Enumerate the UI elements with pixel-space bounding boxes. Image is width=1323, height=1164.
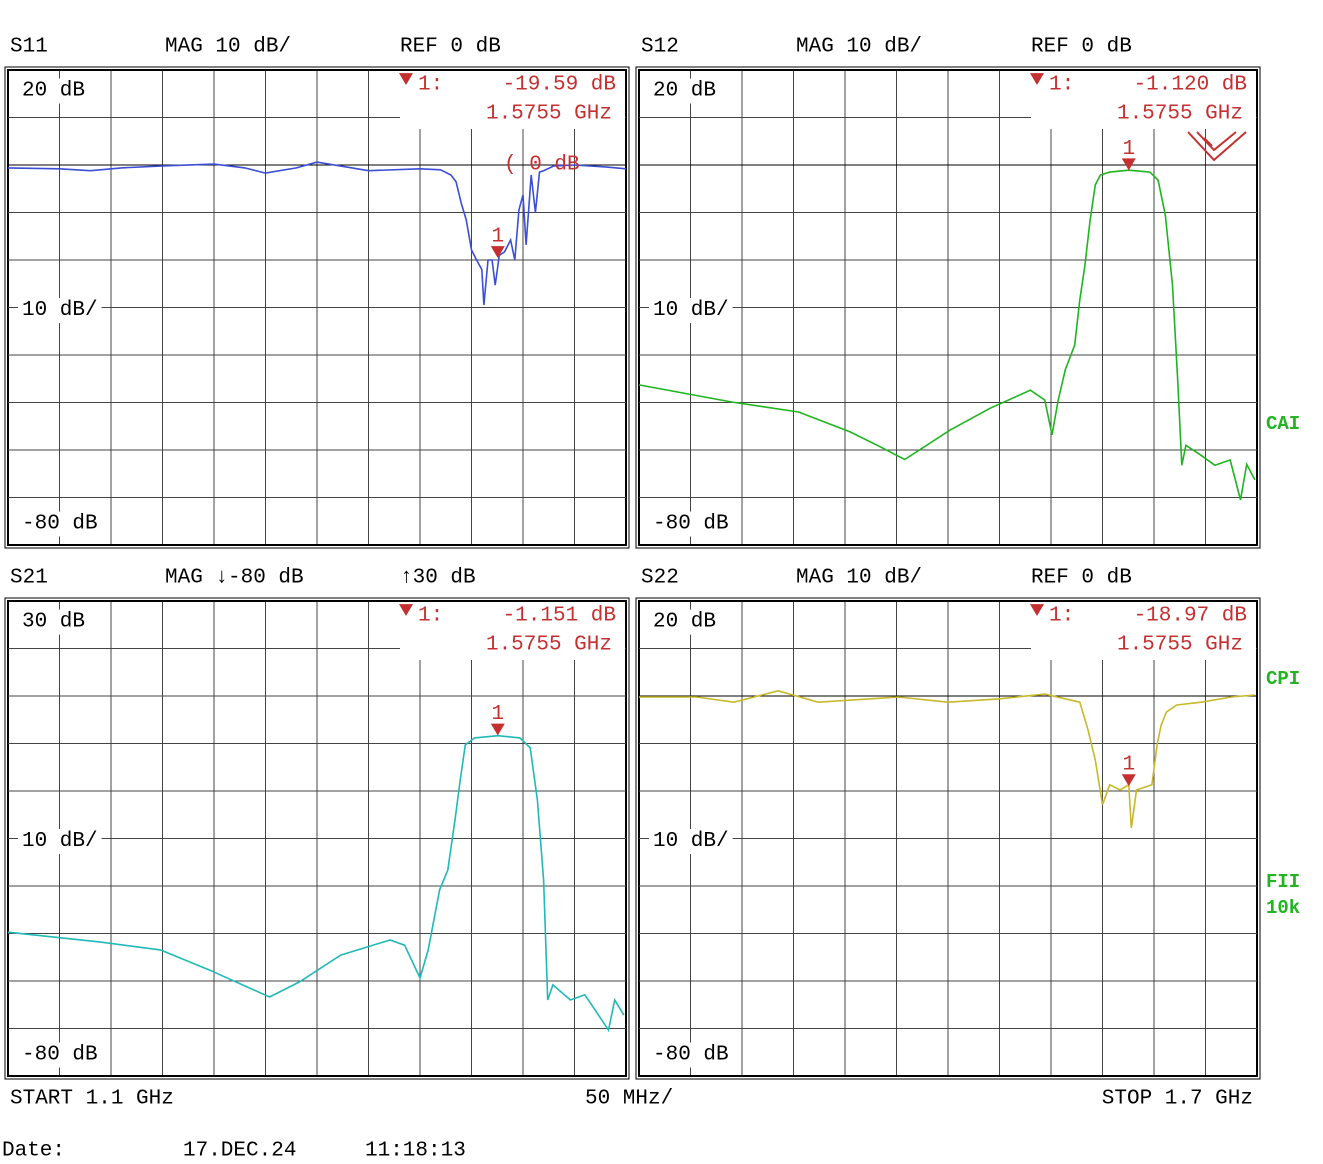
readout-frequency: 1.5755 GHz <box>1117 634 1243 657</box>
stop-label: STOP 1.7 GHz <box>1102 1088 1253 1111</box>
reference-label: REF 0 dB <box>400 36 501 59</box>
y-tick-label: 20 dB <box>653 611 716 634</box>
format-label: MAG 10 dB/ <box>165 36 291 59</box>
start-label: START 1.1 GHz <box>10 1088 174 1111</box>
readout-marker-symbol <box>1030 73 1044 85</box>
label-background <box>649 78 721 104</box>
readout-value: -18.97 dB <box>1134 605 1247 628</box>
y-tick-label: -80 dB <box>653 513 729 536</box>
y-tick-label: -80 dB <box>22 1044 98 1067</box>
readout-marker-symbol <box>399 73 413 85</box>
marker-id: 1 <box>1122 754 1135 777</box>
readout-value: -1.120 dB <box>1134 74 1247 97</box>
marker-id: 1 <box>491 226 504 249</box>
label-background <box>18 609 90 635</box>
readout-background <box>1031 71 1256 129</box>
trace-title: S22 <box>641 567 679 590</box>
readout-value: -19.59 dB <box>503 74 616 97</box>
readout-label: 1: <box>418 74 443 97</box>
panel-frame-outer <box>635 66 1261 549</box>
readout-label: 1: <box>1049 74 1074 97</box>
reference-label: ↑30 dB <box>400 567 476 590</box>
marker-id: 1 <box>491 703 504 726</box>
readout-label: 1: <box>1049 605 1074 628</box>
side-label: CPI <box>1266 668 1300 690</box>
panel-frame-outer <box>4 597 630 1080</box>
readout-label: 1: <box>418 605 443 628</box>
side-label: CAI <box>1266 413 1300 435</box>
date: 17.DEC.24 <box>183 1140 296 1163</box>
label-background <box>18 78 90 104</box>
readout-background <box>400 71 625 129</box>
label-background <box>18 1042 102 1068</box>
readout-background <box>1031 602 1256 660</box>
scale-label: 10 dB/ <box>22 299 98 322</box>
readout-value: -1.151 dB <box>503 605 616 628</box>
reference-label: REF 0 dB <box>1031 567 1132 590</box>
trace <box>7 734 625 1033</box>
y-tick-label: -80 dB <box>653 1044 729 1067</box>
trace-title: S12 <box>641 36 679 59</box>
readout-marker-symbol <box>399 604 413 616</box>
time: 11:18:13 <box>365 1140 466 1163</box>
readout-frequency: 1.5755 GHz <box>486 103 612 126</box>
trace-title: S11 <box>10 36 48 59</box>
trace <box>638 169 1256 501</box>
format-label: MAG 10 dB/ <box>796 567 922 590</box>
side-label: FII <box>1266 871 1300 893</box>
format-label: MAG ↓-80 dB <box>165 567 304 590</box>
label-background <box>649 298 733 324</box>
logo <box>1187 131 1247 162</box>
y-tick-label: 20 dB <box>22 80 85 103</box>
marker <box>1121 158 1136 171</box>
y-tick-label: 30 dB <box>22 611 85 634</box>
label-background <box>18 511 102 537</box>
scale-label: 10 dB/ <box>22 830 98 853</box>
y-tick-label: 20 dB <box>653 80 716 103</box>
readout-background <box>400 602 625 660</box>
marker <box>490 246 505 259</box>
panel-frame-outer <box>635 597 1261 1080</box>
panel-frame-outer <box>4 66 630 549</box>
label-background <box>18 829 102 855</box>
readout-frequency: 1.5755 GHz <box>1117 103 1243 126</box>
date-label: Date: <box>2 1140 65 1163</box>
label-background <box>649 609 721 635</box>
reference-label: REF 0 dB <box>1031 36 1132 59</box>
label-background <box>649 511 733 537</box>
label-background <box>18 298 102 324</box>
marker <box>1121 774 1136 787</box>
label-background <box>649 829 733 855</box>
trace <box>639 689 1255 829</box>
marker-id: 1 <box>1122 138 1135 161</box>
scale-label: 10 dB/ <box>653 299 729 322</box>
readout-frequency: 1.5755 GHz <box>486 634 612 657</box>
trace <box>7 161 627 306</box>
trace-title: S21 <box>10 567 48 590</box>
side-label: 10k <box>1266 897 1300 919</box>
scale-label: 10 dB/ <box>653 830 729 853</box>
y-tick-label: -80 dB <box>22 513 98 536</box>
span-label: 50 MHz/ <box>585 1088 673 1111</box>
ref-indicator: ( 0 dB <box>504 154 580 177</box>
marker <box>490 723 505 736</box>
label-background <box>649 1042 733 1068</box>
readout-marker-symbol <box>1030 604 1044 616</box>
format-label: MAG 10 dB/ <box>796 36 922 59</box>
